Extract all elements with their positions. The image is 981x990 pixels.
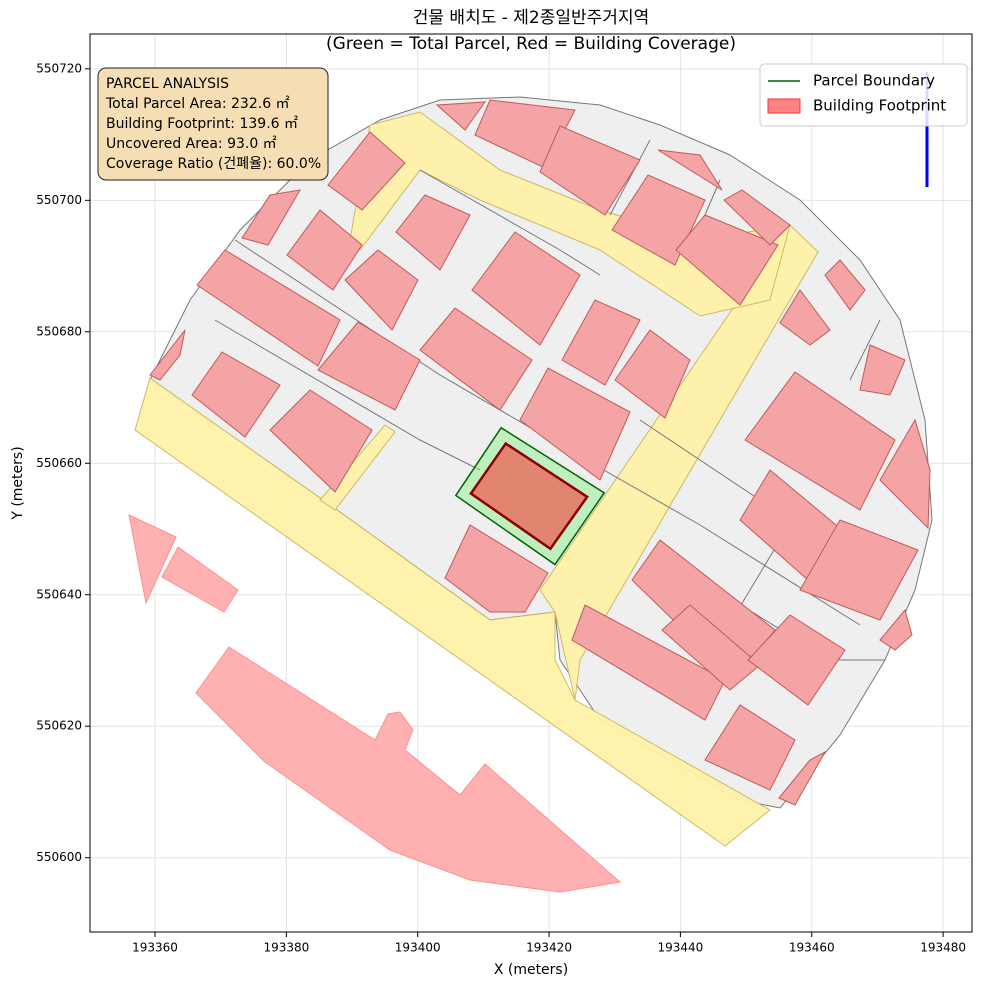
x-tick-label: 193440 xyxy=(658,941,704,955)
chart-title: 건물 배치도 - 제2종일반주거지역 xyxy=(413,8,649,28)
legend-label: Building Footprint xyxy=(813,97,946,115)
x-tick-label: 193380 xyxy=(263,941,309,955)
context-building xyxy=(444,524,549,613)
x-axis-label: X (meters) xyxy=(494,962,568,978)
x-tick-label: 193400 xyxy=(395,941,441,955)
annotation-line: Total Parcel Area: 232.6 ㎡ xyxy=(105,96,290,112)
context-shape xyxy=(128,514,177,605)
building-polygon xyxy=(469,441,589,551)
context-building xyxy=(657,149,723,191)
x-tick-label: 193360 xyxy=(132,941,178,955)
x-tick-label: 193480 xyxy=(920,941,966,955)
legend-swatch xyxy=(767,98,801,114)
annotation-line: Uncovered Area: 93.0 ㎡ xyxy=(106,136,277,152)
context-road xyxy=(349,111,791,317)
context-building xyxy=(744,371,896,511)
context-building xyxy=(286,209,363,291)
annotation-line: Building Footprint: 139.6 ㎡ xyxy=(106,116,298,132)
context-shape xyxy=(195,646,622,893)
context-building xyxy=(191,351,281,438)
context-building xyxy=(327,131,406,211)
annotation-background xyxy=(97,67,329,181)
y-tick-label: 550660 xyxy=(36,456,82,470)
annotation-line: Coverage Ratio (건폐율): 60.0% xyxy=(106,156,321,172)
context-building xyxy=(519,367,631,481)
annotation-title: PARCEL ANALYSIS xyxy=(106,76,229,92)
legend-label: Parcel Boundary xyxy=(813,72,935,90)
context-building xyxy=(879,608,913,651)
context-building xyxy=(317,321,421,411)
context-building xyxy=(149,329,186,381)
context-building xyxy=(471,231,581,346)
y-tick-label: 550600 xyxy=(36,850,82,864)
data-layer xyxy=(454,426,606,566)
y-tick-label: 550620 xyxy=(36,719,82,733)
chart-subtitle: (Green = Total Parcel, Red = Building Co… xyxy=(326,34,736,54)
context-building xyxy=(824,259,866,311)
x-tick-label: 193460 xyxy=(789,941,835,955)
context-building xyxy=(419,307,533,411)
legend: Parcel Boundary Building Footprint xyxy=(759,63,968,127)
y-tick-label: 550680 xyxy=(36,324,82,338)
annotation-box: PARCEL ANALYSIS Total Parcel Area: 232.6… xyxy=(97,67,329,181)
x-tick-label: 193420 xyxy=(526,941,572,955)
context-building xyxy=(779,289,831,346)
y-tick-label: 550700 xyxy=(36,193,82,207)
context-building xyxy=(269,389,373,493)
context-building xyxy=(344,249,419,331)
context-building xyxy=(704,704,796,791)
context-building xyxy=(561,299,641,386)
context-building xyxy=(879,418,931,530)
y-axis-label: Y (meters) xyxy=(10,446,26,520)
context-road xyxy=(134,377,771,847)
context-building xyxy=(799,519,919,621)
context-building xyxy=(241,189,301,246)
context-building xyxy=(395,194,471,271)
context-building xyxy=(435,101,487,131)
legend-box xyxy=(759,63,968,127)
context-shape xyxy=(161,546,239,613)
y-tick-label: 550720 xyxy=(36,61,82,75)
context-building xyxy=(196,249,341,367)
context-building xyxy=(539,125,641,216)
context-building xyxy=(747,614,846,706)
context-building xyxy=(859,344,906,396)
context-road xyxy=(319,424,396,511)
context-building xyxy=(675,214,779,306)
y-tick-label: 550640 xyxy=(36,587,82,601)
context-building xyxy=(778,750,827,806)
plot-frame xyxy=(89,33,973,933)
context-building xyxy=(614,329,691,419)
context-road xyxy=(539,224,819,701)
context-building xyxy=(723,189,791,246)
